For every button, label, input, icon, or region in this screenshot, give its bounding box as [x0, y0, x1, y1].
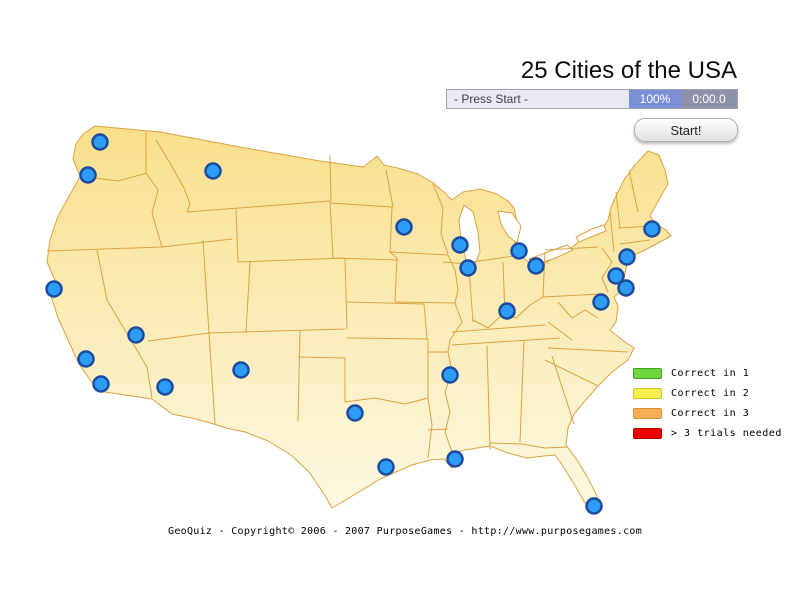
- legend-swatch: [633, 368, 662, 379]
- legend: Correct in 1 Correct in 2 Correct in 3 > 3 …: [633, 367, 782, 447]
- city-dot[interactable]: [377, 458, 395, 476]
- city-dot[interactable]: [527, 257, 545, 275]
- lake-ontario: [575, 224, 607, 243]
- progress-percent: 100%: [629, 90, 681, 108]
- copyright-text: GeoQuiz - Copyright© 2006 - 2007 Purpose…: [168, 526, 643, 537]
- city-dot[interactable]: [510, 242, 528, 260]
- legend-row: Correct in 2: [633, 387, 782, 400]
- page-title: 25 Cities of the USA: [520, 57, 737, 84]
- legend-row: > 3 trials needed: [633, 427, 782, 440]
- legend-label: Correct in 3: [671, 408, 750, 419]
- city-dot[interactable]: [585, 497, 603, 515]
- city-dot[interactable]: [92, 375, 110, 393]
- timer: 0:00.0: [681, 90, 737, 108]
- legend-row: Correct in 1: [633, 367, 782, 380]
- city-dot[interactable]: [451, 236, 469, 254]
- city-dot[interactable]: [592, 293, 610, 311]
- city-dot[interactable]: [617, 279, 635, 297]
- status-label: - Press Start -: [447, 90, 629, 108]
- city-dot[interactable]: [232, 361, 250, 379]
- city-dot[interactable]: [79, 166, 97, 184]
- legend-row: Correct in 3: [633, 407, 782, 420]
- legend-swatch: [633, 428, 662, 439]
- city-dot[interactable]: [446, 450, 464, 468]
- legend-swatch: [633, 388, 662, 399]
- start-button[interactable]: Start!: [634, 118, 738, 142]
- city-dot[interactable]: [156, 378, 174, 396]
- city-dot[interactable]: [618, 248, 636, 266]
- usa-landmass[interactable]: [46, 125, 672, 514]
- city-dot[interactable]: [204, 162, 222, 180]
- status-bar: - Press Start - 100% 0:00.0: [446, 89, 738, 109]
- legend-swatch: [633, 408, 662, 419]
- city-dot[interactable]: [395, 218, 413, 236]
- legend-label: Correct in 2: [671, 388, 750, 399]
- city-dot[interactable]: [77, 350, 95, 368]
- city-dot[interactable]: [127, 326, 145, 344]
- city-dot[interactable]: [607, 267, 625, 285]
- legend-label: Correct in 1: [671, 368, 750, 379]
- city-dot[interactable]: [498, 302, 516, 320]
- city-dot[interactable]: [91, 133, 109, 151]
- city-dot[interactable]: [346, 404, 364, 422]
- state-borders: [46, 132, 653, 459]
- city-dot[interactable]: [441, 366, 459, 384]
- city-dot[interactable]: [459, 259, 477, 277]
- legend-label: > 3 trials needed: [671, 428, 782, 439]
- city-dots: [45, 133, 661, 515]
- city-dot[interactable]: [45, 280, 63, 298]
- city-dot[interactable]: [643, 220, 661, 238]
